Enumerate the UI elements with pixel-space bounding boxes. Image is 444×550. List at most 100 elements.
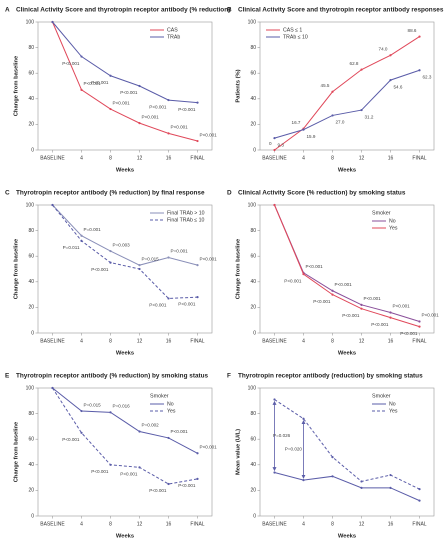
data-point [196, 101, 199, 104]
data-point [138, 267, 141, 271]
data-point [167, 98, 170, 102]
y-axis-label: Patients (%) [236, 69, 242, 102]
p-value-label: P<0.001 [313, 299, 331, 304]
p-value-label: P<0.001 [335, 282, 353, 287]
y-tick-label: 100 [248, 19, 257, 25]
value-label: 16.7 [292, 120, 301, 125]
data-point [389, 54, 392, 57]
x-tick-label: BASELINE [40, 155, 65, 161]
data-point [273, 148, 276, 152]
legend-label: No [167, 401, 174, 407]
x-tick-label: 4 [80, 521, 83, 527]
p-value-label: P<0.001 [149, 303, 167, 308]
x-tick-label: 4 [80, 155, 83, 161]
data-point [389, 473, 392, 477]
y-tick-label: 60 [250, 437, 256, 443]
x-tick-label: 4 [80, 338, 83, 344]
value-label: 31.2 [365, 114, 374, 119]
data-point [331, 90, 334, 93]
p-value-label: P=0.003 [113, 242, 131, 247]
p-value-label: P=0.020 [285, 447, 303, 452]
chart-title: Thyrotropin receptor antibody (reduction… [238, 373, 423, 380]
chart-title: Clinical Activity Score and thyrotropin … [238, 7, 444, 14]
x-tick-label: 12 [137, 521, 143, 527]
x-tick-label: 12 [359, 338, 365, 344]
panel: D Clinical Activity Score (% reduction) b… [227, 190, 439, 357]
y-tick-label: 20 [250, 488, 256, 494]
data-point [109, 74, 112, 77]
p-value-label: P<0.001 [200, 444, 218, 449]
series-line [52, 21, 198, 142]
data-point [273, 398, 276, 401]
data-point [331, 114, 334, 117]
value-label: 74.0 [379, 46, 388, 51]
p-value-label: P=0.015 [84, 402, 102, 407]
series-line [52, 21, 198, 104]
p-value-label: P=0.026 [273, 433, 291, 438]
y-tick-label: 80 [250, 45, 256, 51]
p-value-label: P<0.001 [113, 100, 131, 105]
panel-letter: D [227, 190, 232, 197]
p-value-label: P<0.001 [306, 264, 324, 269]
value-label: 27.0 [336, 120, 345, 125]
p-value-label: P=0.001 [84, 227, 102, 232]
data-point [302, 417, 305, 420]
y-axis-label: Change from baseline [14, 421, 20, 482]
panel: A Clinical Activity Score and thyrotropin… [5, 7, 230, 174]
data-point [418, 488, 421, 491]
y-axis-label: Change from baseline [14, 55, 20, 116]
data-point [196, 264, 199, 267]
value-label: 0 [269, 141, 272, 146]
x-tick-label: 12 [359, 521, 365, 527]
legend-label: Yes [389, 408, 398, 414]
data-point [360, 303, 363, 306]
data-point [80, 55, 83, 58]
data-point [360, 480, 363, 483]
x-tick-label: BASELINE [262, 155, 287, 161]
x-tick-label: FINAL [412, 155, 426, 161]
x-tick-label: FINAL [412, 521, 426, 527]
x-tick-label: BASELINE [40, 338, 65, 344]
plot-frame [259, 21, 435, 151]
data-point [360, 108, 363, 112]
p-value-label: P=0.011 [63, 245, 80, 250]
data-point [389, 79, 392, 82]
chart-title: Thyrotropin receptor antibody (% reducti… [16, 190, 205, 197]
x-axis-label: Weeks [338, 534, 356, 540]
y-tick-label: 80 [250, 228, 256, 234]
value-label: 62.8 [350, 61, 359, 66]
x-tick-label: FINAL [190, 338, 204, 344]
x-tick-label: 16 [388, 155, 394, 161]
p-value-label: P<0.001 [178, 107, 196, 112]
series-line [52, 204, 198, 299]
plot-frame [259, 204, 435, 334]
y-tick-label: 20 [250, 305, 256, 311]
x-tick-label: BASELINE [262, 521, 287, 527]
value-label: 62.3 [423, 74, 432, 79]
data-point [138, 84, 141, 88]
y-tick-label: 0 [31, 513, 34, 519]
p-value-label: P<0.001 [364, 296, 382, 301]
x-tick-label: 4 [302, 521, 305, 527]
plot-frame [259, 387, 435, 517]
data-point [80, 234, 83, 237]
y-tick-label: 100 [26, 202, 35, 208]
p-value-label: P=0.016 [113, 404, 131, 409]
data-point [109, 463, 112, 466]
data-point [196, 296, 199, 299]
series-line [274, 471, 420, 502]
y-tick-label: 100 [248, 385, 257, 391]
x-tick-label: FINAL [190, 155, 204, 161]
plot-frame [37, 21, 213, 151]
p-value-label: P=0.015 [142, 256, 160, 261]
value-label: 9.3 [278, 142, 285, 147]
plot-frame [37, 387, 213, 517]
p-value-label: P<0.001 [62, 437, 80, 442]
data-point [80, 88, 83, 91]
data-point [109, 107, 112, 111]
data-point [196, 477, 199, 480]
p-value-label: P<0.001 [342, 313, 360, 318]
x-tick-label: BASELINE [262, 338, 287, 344]
data-point [360, 68, 363, 71]
p-value-label: P<0.001 [422, 313, 440, 318]
